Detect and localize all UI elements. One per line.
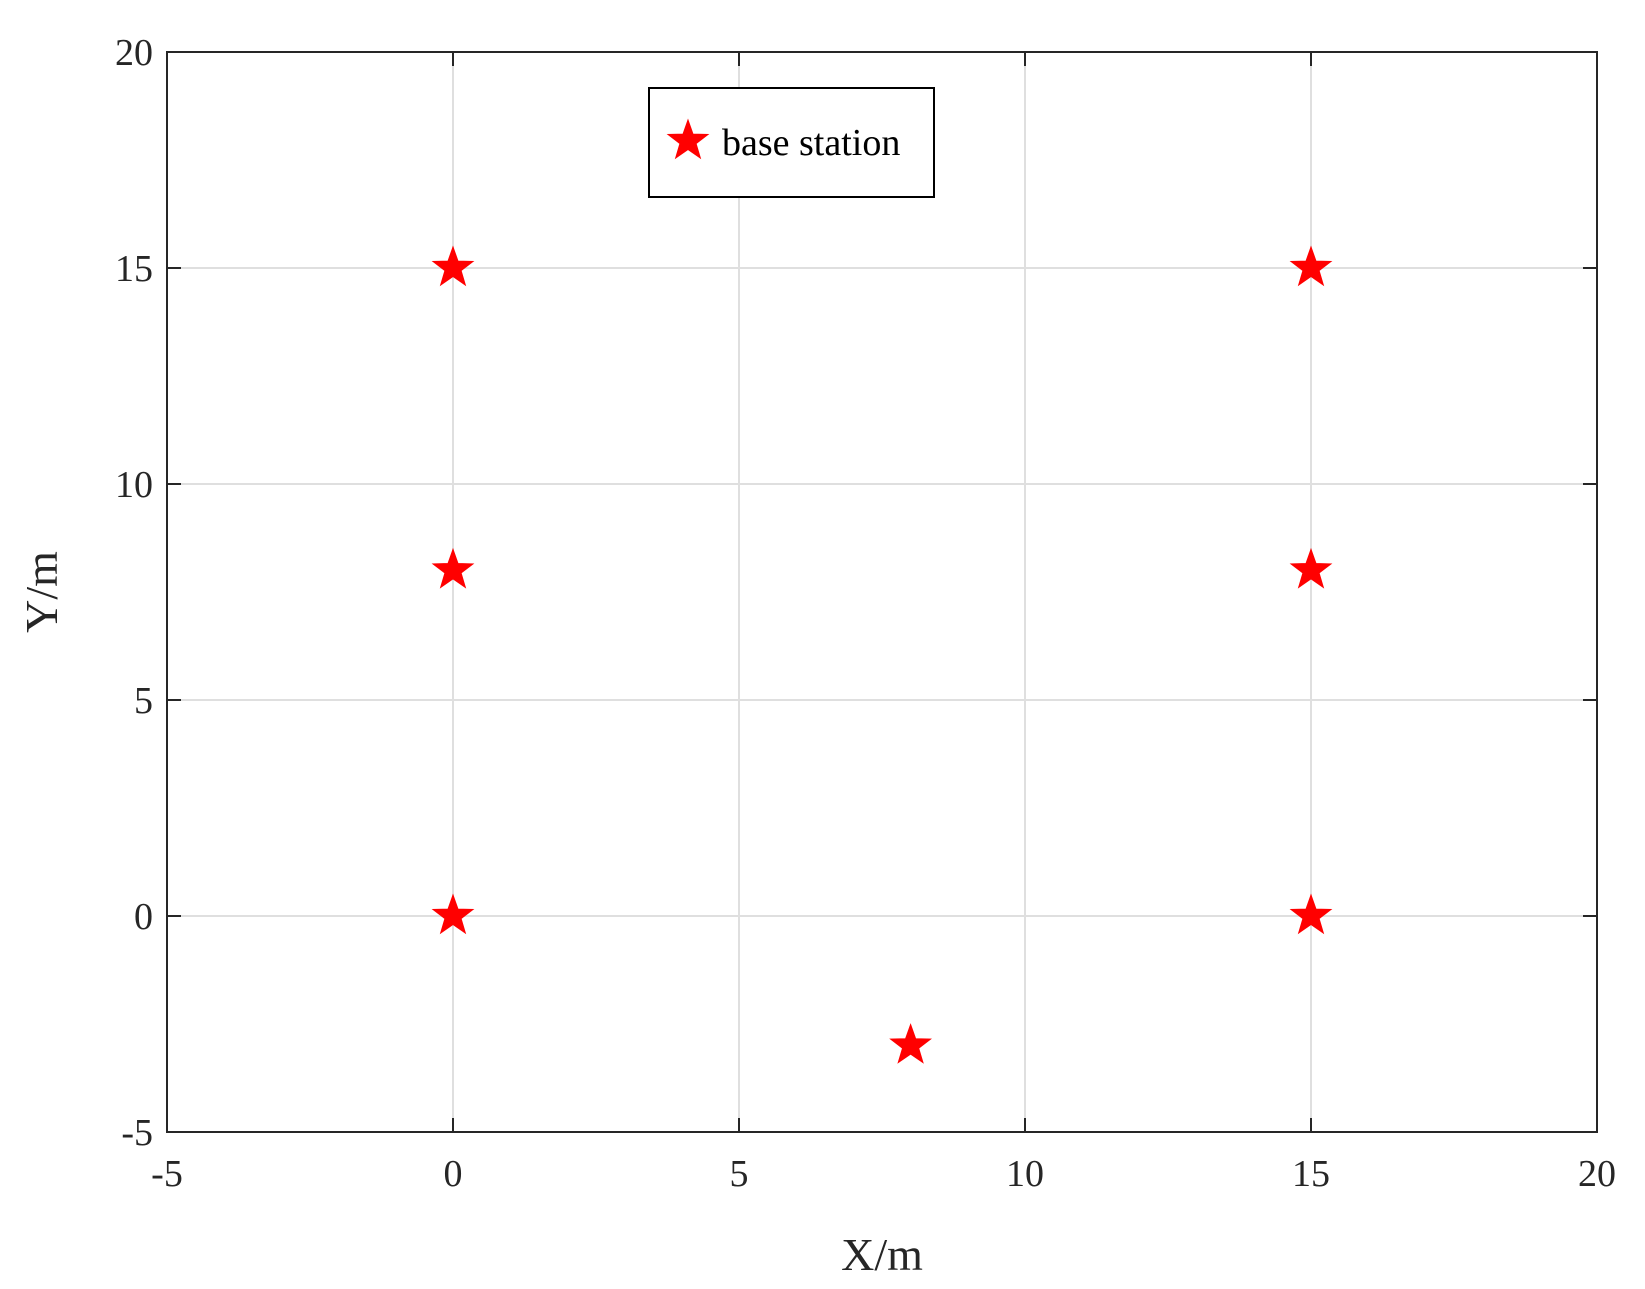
plot-frame (166, 51, 1598, 1133)
base-station-point (1289, 547, 1333, 589)
x-tick-label: 20 (1578, 1153, 1616, 1195)
x-tick-label: 0 (444, 1153, 463, 1195)
y-tick-labels: -5 0 5 10 15 20 (115, 32, 153, 1154)
x-tick-label: 15 (1292, 1153, 1330, 1195)
x-tick-label: 5 (730, 1153, 749, 1195)
base-station-point (1289, 245, 1333, 287)
base-station-point (889, 1023, 932, 1064)
base-station-point (431, 893, 475, 935)
legend-marker (666, 118, 710, 160)
y-tick-label: 0 (134, 896, 153, 938)
y-tick-label: 20 (115, 32, 153, 74)
y-axis-label: Y/m (16, 551, 67, 633)
grid-lines (167, 52, 1597, 1132)
y-tick-label: 10 (115, 464, 153, 506)
base-station-point (431, 245, 475, 287)
y-tick-label: 5 (134, 680, 153, 722)
y-tick-label: -5 (121, 1112, 153, 1154)
legend-label: base station (722, 122, 900, 164)
base-station-point (1289, 893, 1333, 935)
x-tick-label: -5 (151, 1153, 183, 1195)
x-tick-labels: -5 0 5 10 15 20 (151, 1153, 1616, 1195)
x-tick-label: 10 (1006, 1153, 1044, 1195)
plot-area (167, 52, 1597, 1132)
star-icon (666, 118, 710, 160)
legend: base station (648, 87, 935, 198)
base-station-point (431, 547, 475, 589)
x-axis-label: X/m (841, 1229, 923, 1280)
data-points (431, 245, 1333, 1064)
y-tick-label: 15 (115, 248, 153, 290)
